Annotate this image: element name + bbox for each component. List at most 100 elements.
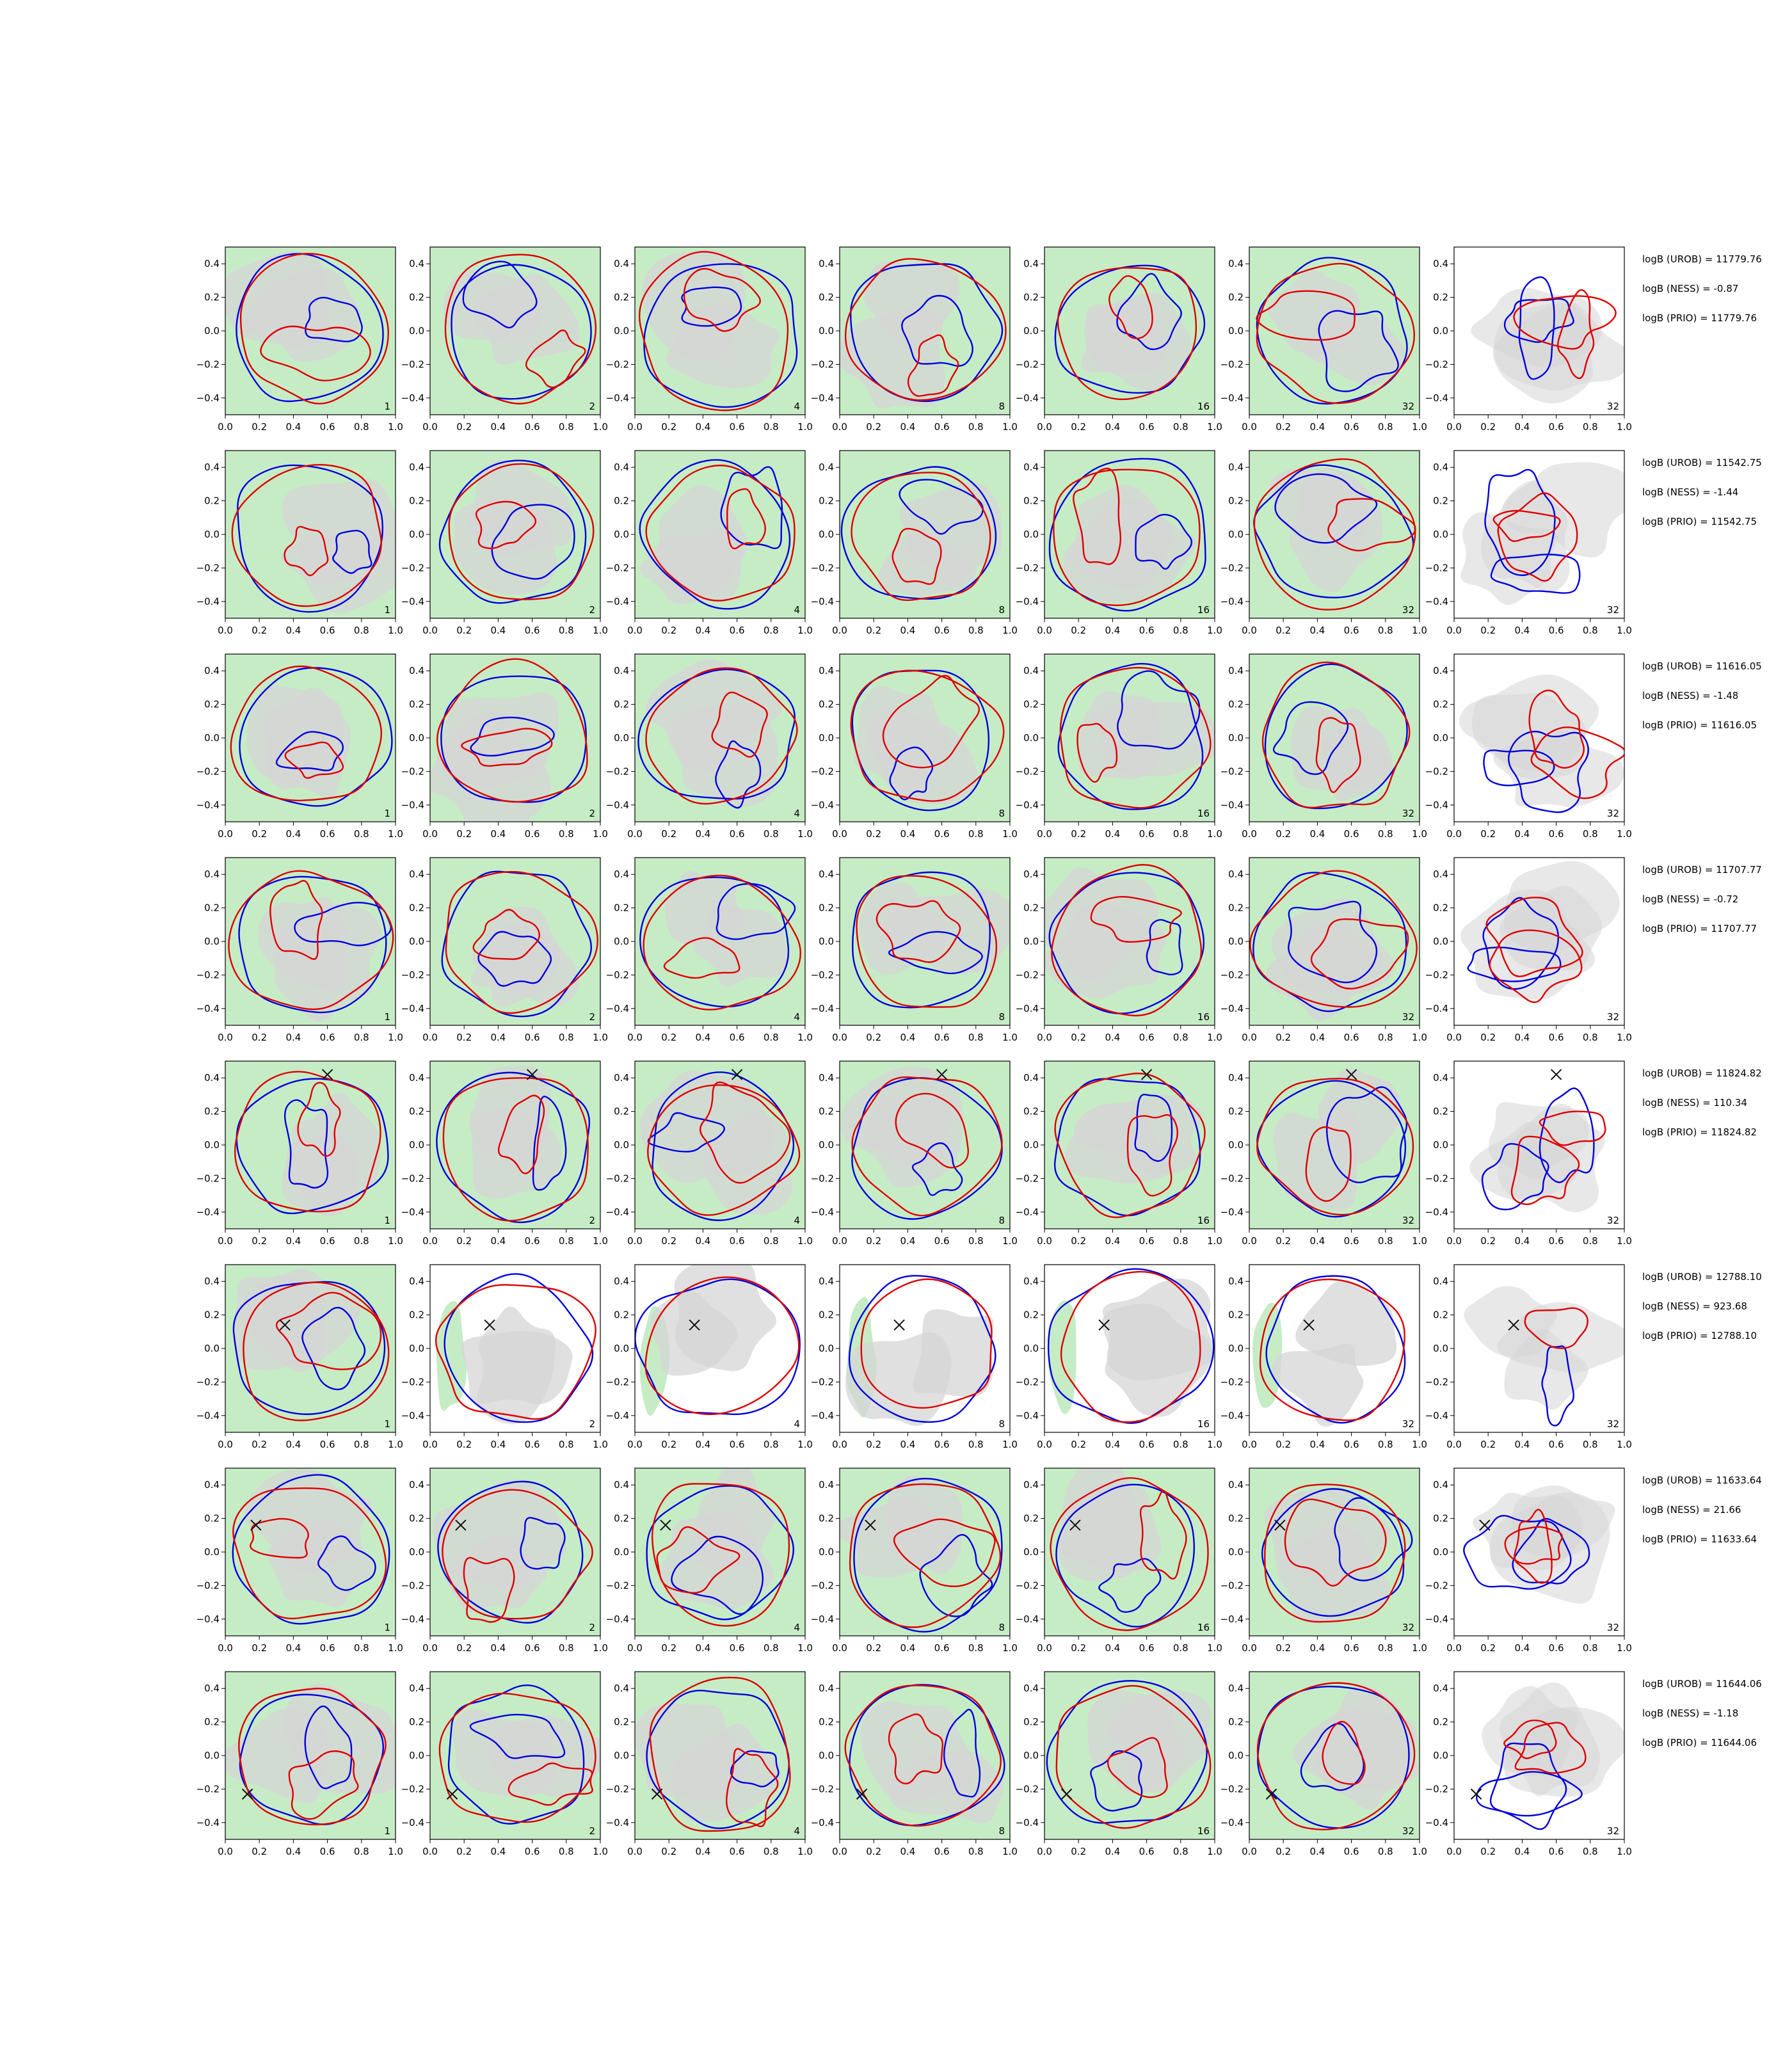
blue-contour — [1253, 464, 1414, 598]
panel-label: 2 — [589, 401, 595, 412]
red-contour — [1090, 895, 1182, 943]
x-tick-label: 0.8 — [1583, 1642, 1598, 1654]
red-contour — [851, 1076, 1003, 1217]
y-tick-label: 0.2 — [409, 1716, 424, 1728]
x-tick-label: 0.0 — [218, 625, 233, 636]
blue-contour — [1483, 749, 1555, 787]
y-tick-label: 0.0 — [204, 1546, 220, 1558]
red-contour — [1261, 661, 1411, 809]
y-tick-label: 0.4 — [1023, 665, 1039, 676]
x-tick-label: 1.0 — [797, 625, 813, 636]
x-tick-label: 0.8 — [764, 1032, 779, 1043]
red-contour — [1051, 864, 1203, 1017]
x-tick-label: 0.0 — [627, 1846, 643, 1857]
panel-contents — [430, 1468, 600, 1636]
x-tick-label: 0.0 — [218, 1846, 233, 1857]
panel-r3-c3: 0.0 0.2 0.4 0.6 0.8 1.0 0.4 0.2 0.0 −0.2 −0.4 4 — [606, 653, 813, 840]
x-tick-label: 0.2 — [252, 421, 267, 433]
y-tick-label: −0.2 — [811, 1783, 834, 1795]
x-tick-label: 0.2 — [456, 1032, 472, 1043]
x-tick-label: 0.6 — [934, 421, 950, 433]
panel-r8-c1: 0.0 0.2 0.4 0.6 0.8 1.0 0.4 0.2 0.0 −0.2 −0.4 1 — [196, 1671, 403, 1857]
x-tick-label: 0.2 — [1071, 1846, 1086, 1857]
red-contour — [472, 909, 540, 960]
posterior-region — [242, 268, 361, 362]
panel-contents — [1252, 1275, 1406, 1427]
panel-r4-c3: 0.0 0.2 0.4 0.6 0.8 1.0 0.4 0.2 0.0 −0.2 −0.4 4 — [606, 857, 813, 1043]
y-tick-label: −0.2 — [401, 562, 424, 573]
x-tick-label: 0.0 — [1037, 1439, 1052, 1450]
x-tick-label: 0.6 — [1344, 1439, 1359, 1450]
panel-label: 1 — [384, 1011, 390, 1023]
panel-contents — [225, 451, 396, 618]
panel-contents — [635, 1468, 805, 1636]
panel-r7-c5: 0.0 0.2 0.4 0.6 0.8 1.0 0.4 0.2 0.0 −0.2 −0.4 16 — [1016, 1468, 1222, 1654]
x-tick-label: 0.0 — [422, 1235, 438, 1247]
x-tick-label: 0.2 — [866, 1642, 881, 1654]
x-tick-label: 0.0 — [1242, 1846, 1257, 1857]
x-tick-label: 1.0 — [1617, 1235, 1632, 1247]
posterior-region — [1101, 1303, 1212, 1417]
x-tick-label: 0.6 — [730, 625, 745, 636]
y-tick-label: 0.2 — [1023, 292, 1039, 303]
blue-contour — [635, 1278, 801, 1415]
x-tick-label: 0.2 — [252, 1642, 267, 1654]
x-tick-label: 0.0 — [832, 625, 847, 636]
y-tick-label: 0.0 — [614, 732, 629, 744]
true-parameter-marker — [321, 1069, 333, 1080]
panel-label: 32 — [1607, 1215, 1619, 1226]
y-tick-label: −0.2 — [1220, 358, 1244, 370]
y-tick-label: 0.0 — [1433, 936, 1448, 947]
x-tick-label: 0.8 — [354, 1846, 369, 1857]
x-tick-label: 0.0 — [1037, 1642, 1052, 1654]
blue-contour — [239, 1693, 385, 1825]
x-tick-label: 1.0 — [1412, 625, 1427, 636]
blue-contour — [1053, 1078, 1201, 1217]
y-tick-label: 0.0 — [204, 1750, 220, 1761]
true-parameter-marker — [660, 1519, 671, 1531]
y-tick-label: −0.2 — [811, 1580, 834, 1591]
panel-label: 32 — [1607, 1622, 1619, 1633]
panel-contents — [1044, 451, 1215, 618]
panel-contents — [225, 654, 396, 822]
x-tick-label: 0.2 — [1480, 1439, 1496, 1450]
x-tick-label: 1.0 — [797, 421, 813, 433]
y-tick-label: 0.0 — [1023, 1139, 1039, 1151]
y-tick-label: −0.4 — [1220, 1613, 1244, 1625]
y-tick-label: −0.4 — [1220, 1817, 1244, 1828]
panel-label: 16 — [1197, 1825, 1210, 1837]
logb-annotation: logB (NESS) = -0.87 — [1642, 283, 1738, 294]
y-tick-label: 0.2 — [1023, 902, 1039, 914]
x-tick-label: 0.4 — [900, 1235, 915, 1247]
panel-contents — [1469, 1069, 1606, 1212]
x-tick-label: 0.4 — [900, 421, 915, 433]
blue-contour — [888, 931, 983, 975]
x-tick-label: 0.6 — [320, 1439, 335, 1450]
x-tick-label: 0.2 — [456, 625, 472, 636]
blue-contour — [301, 1306, 366, 1391]
true-parameter-marker — [455, 1519, 467, 1531]
y-tick-label: 0.4 — [1433, 868, 1448, 880]
y-tick-label: 0.2 — [1023, 1716, 1039, 1728]
panel-r4-c2: 0.0 0.2 0.4 0.6 0.8 1.0 0.4 0.2 0.0 −0.2 −0.4 2 — [401, 857, 608, 1043]
y-tick-label: −0.4 — [196, 1410, 220, 1421]
x-tick-label: 0.2 — [1276, 1439, 1291, 1450]
panel-contents — [1470, 1683, 1624, 1830]
blue-contour — [919, 1533, 993, 1617]
y-tick-label: 0.4 — [1228, 1479, 1244, 1491]
y-tick-label: −0.4 — [401, 1410, 424, 1421]
y-tick-label: −0.2 — [1220, 1783, 1244, 1795]
panel-contents — [225, 1672, 396, 1839]
panel-label: 2 — [589, 1418, 595, 1430]
y-tick-label: −0.2 — [1425, 1172, 1448, 1184]
x-tick-label: 0.8 — [968, 1235, 984, 1247]
x-tick-label: 0.0 — [832, 1642, 847, 1654]
y-tick-label: −0.4 — [1016, 392, 1039, 404]
x-tick-label: 1.0 — [388, 1439, 403, 1450]
x-tick-label: 1.0 — [797, 1439, 813, 1450]
panel-r6-c7: 0.0 0.2 0.4 0.6 0.8 1.0 0.4 0.2 0.0 −0.2 −0.4 32 — [1425, 1264, 1632, 1450]
y-tick-label: −0.2 — [401, 1172, 424, 1184]
x-tick-label: 0.2 — [866, 421, 881, 433]
y-tick-label: −0.4 — [196, 1206, 220, 1218]
posterior-region — [877, 530, 977, 598]
